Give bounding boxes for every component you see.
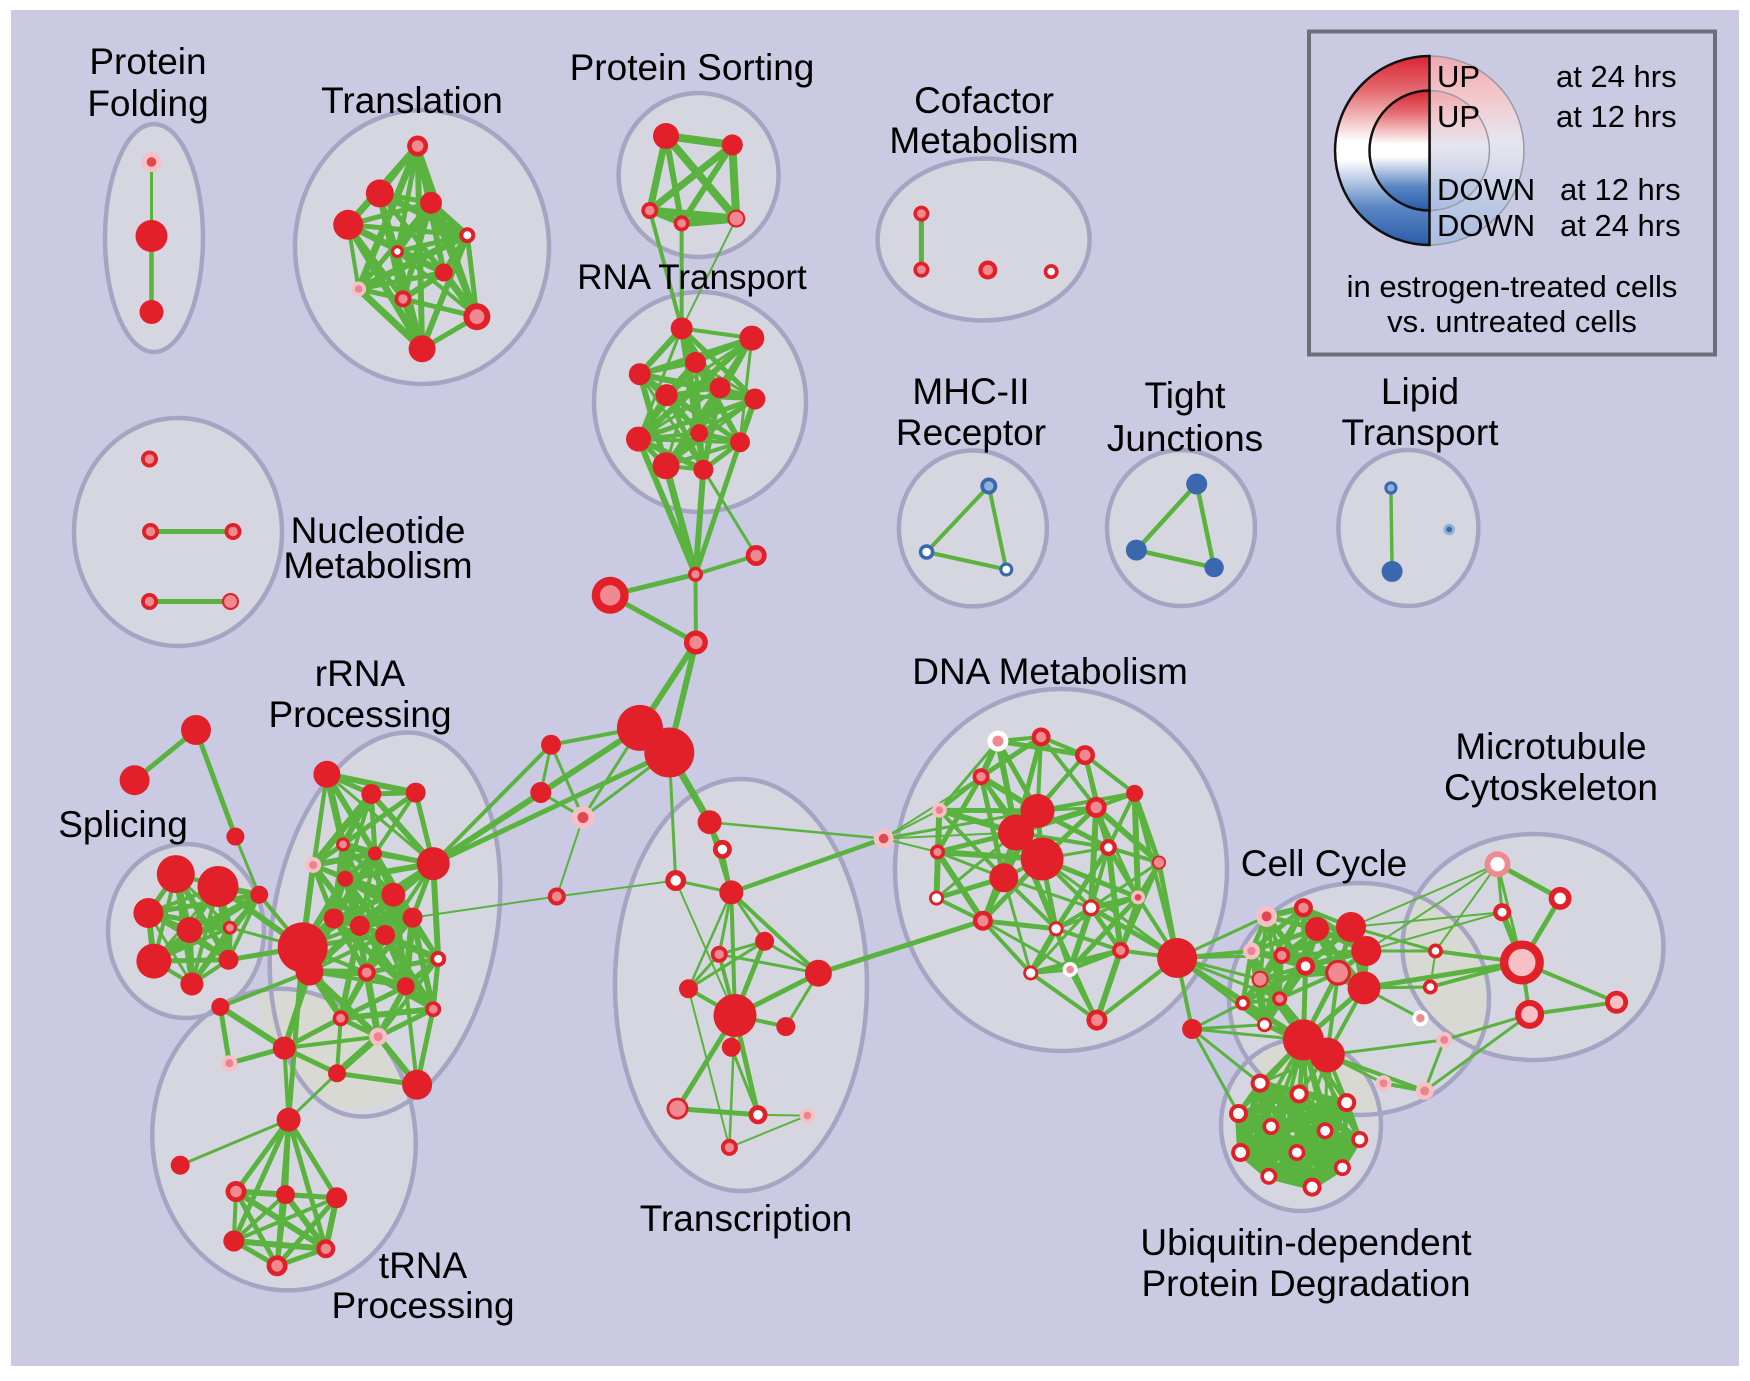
- svg-text:Translation: Translation: [321, 80, 503, 121]
- svg-text:at 12 hrs: at 12 hrs: [1556, 99, 1677, 134]
- svg-text:Protein Sorting: Protein Sorting: [570, 47, 815, 88]
- svg-text:Cofactor: Cofactor: [914, 80, 1054, 121]
- svg-text:at 24 hrs: at 24 hrs: [1556, 59, 1677, 94]
- svg-text:Splicing: Splicing: [58, 804, 188, 845]
- svg-text:at 24 hrs: at 24 hrs: [1560, 208, 1681, 243]
- svg-text:Transport: Transport: [1342, 412, 1500, 453]
- svg-text:DOWN: DOWN: [1437, 208, 1535, 243]
- svg-text:in estrogen-treated cells: in estrogen-treated cells: [1347, 269, 1678, 304]
- svg-text:Junctions: Junctions: [1107, 418, 1263, 459]
- svg-text:Tight: Tight: [1145, 375, 1227, 416]
- svg-text:DOWN: DOWN: [1437, 172, 1535, 207]
- svg-text:Cytoskeleton: Cytoskeleton: [1444, 767, 1658, 808]
- svg-text:MHC-II: MHC-II: [912, 371, 1029, 412]
- svg-text:Ubiquitin-dependent: Ubiquitin-dependent: [1140, 1222, 1472, 1263]
- svg-text:Folding: Folding: [87, 83, 208, 124]
- svg-text:UP: UP: [1437, 59, 1480, 94]
- svg-text:rRNA: rRNA: [315, 653, 406, 694]
- svg-text:Transcription: Transcription: [640, 1198, 852, 1239]
- svg-text:UP: UP: [1437, 99, 1480, 134]
- svg-text:RNA Transport: RNA Transport: [577, 258, 807, 297]
- svg-text:Lipid: Lipid: [1381, 371, 1459, 412]
- svg-text:tRNA: tRNA: [379, 1245, 468, 1286]
- svg-text:Receptor: Receptor: [896, 412, 1046, 453]
- svg-text:Protein Degradation: Protein Degradation: [1141, 1263, 1470, 1304]
- svg-text:DNA Metabolism: DNA Metabolism: [912, 651, 1188, 692]
- svg-text:Microtubule: Microtubule: [1455, 726, 1646, 767]
- svg-text:Processing: Processing: [268, 694, 451, 735]
- svg-text:vs. untreated cells: vs. untreated cells: [1387, 304, 1637, 339]
- svg-text:Protein: Protein: [89, 41, 206, 82]
- svg-text:Metabolism: Metabolism: [283, 545, 472, 586]
- svg-text:Metabolism: Metabolism: [889, 120, 1078, 161]
- svg-text:at 12 hrs: at 12 hrs: [1560, 172, 1681, 207]
- svg-text:Cell Cycle: Cell Cycle: [1241, 843, 1408, 884]
- svg-text:Processing: Processing: [331, 1285, 514, 1326]
